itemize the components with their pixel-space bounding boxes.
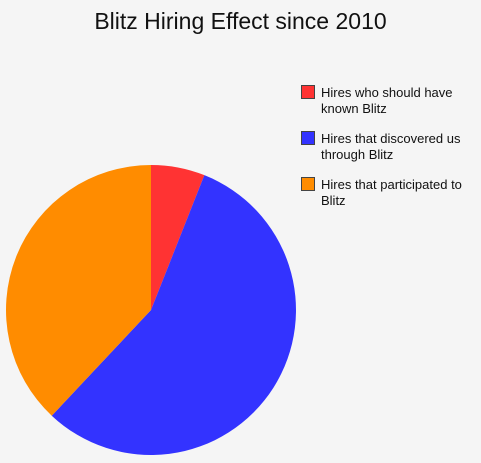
legend-item-should-have-known: Hires who should have known Blitz [301,85,481,117]
legend-swatch [301,85,315,99]
legend-label: Hires that participated to Blitz [321,177,462,208]
pie-slices [5,164,296,455]
pie-slice-2 [51,175,296,455]
pie-slice-1 [151,164,205,310]
pie-slice-3 [5,165,151,416]
legend-label: Hires who should have known Blitz [321,85,453,116]
legend-swatch [301,177,315,191]
chart-title: Blitz Hiring Effect since 2010 [94,8,387,34]
legend: Hires who should have known Blitz Hires … [301,85,481,223]
legend-swatch [301,131,315,145]
legend-item-participated-to-blitz: Hires that participated to Blitz [301,177,481,209]
legend-label: Hires that discovered us through Blitz [321,131,461,162]
legend-item-discovered-through-blitz: Hires that discovered us through Blitz [301,131,481,163]
